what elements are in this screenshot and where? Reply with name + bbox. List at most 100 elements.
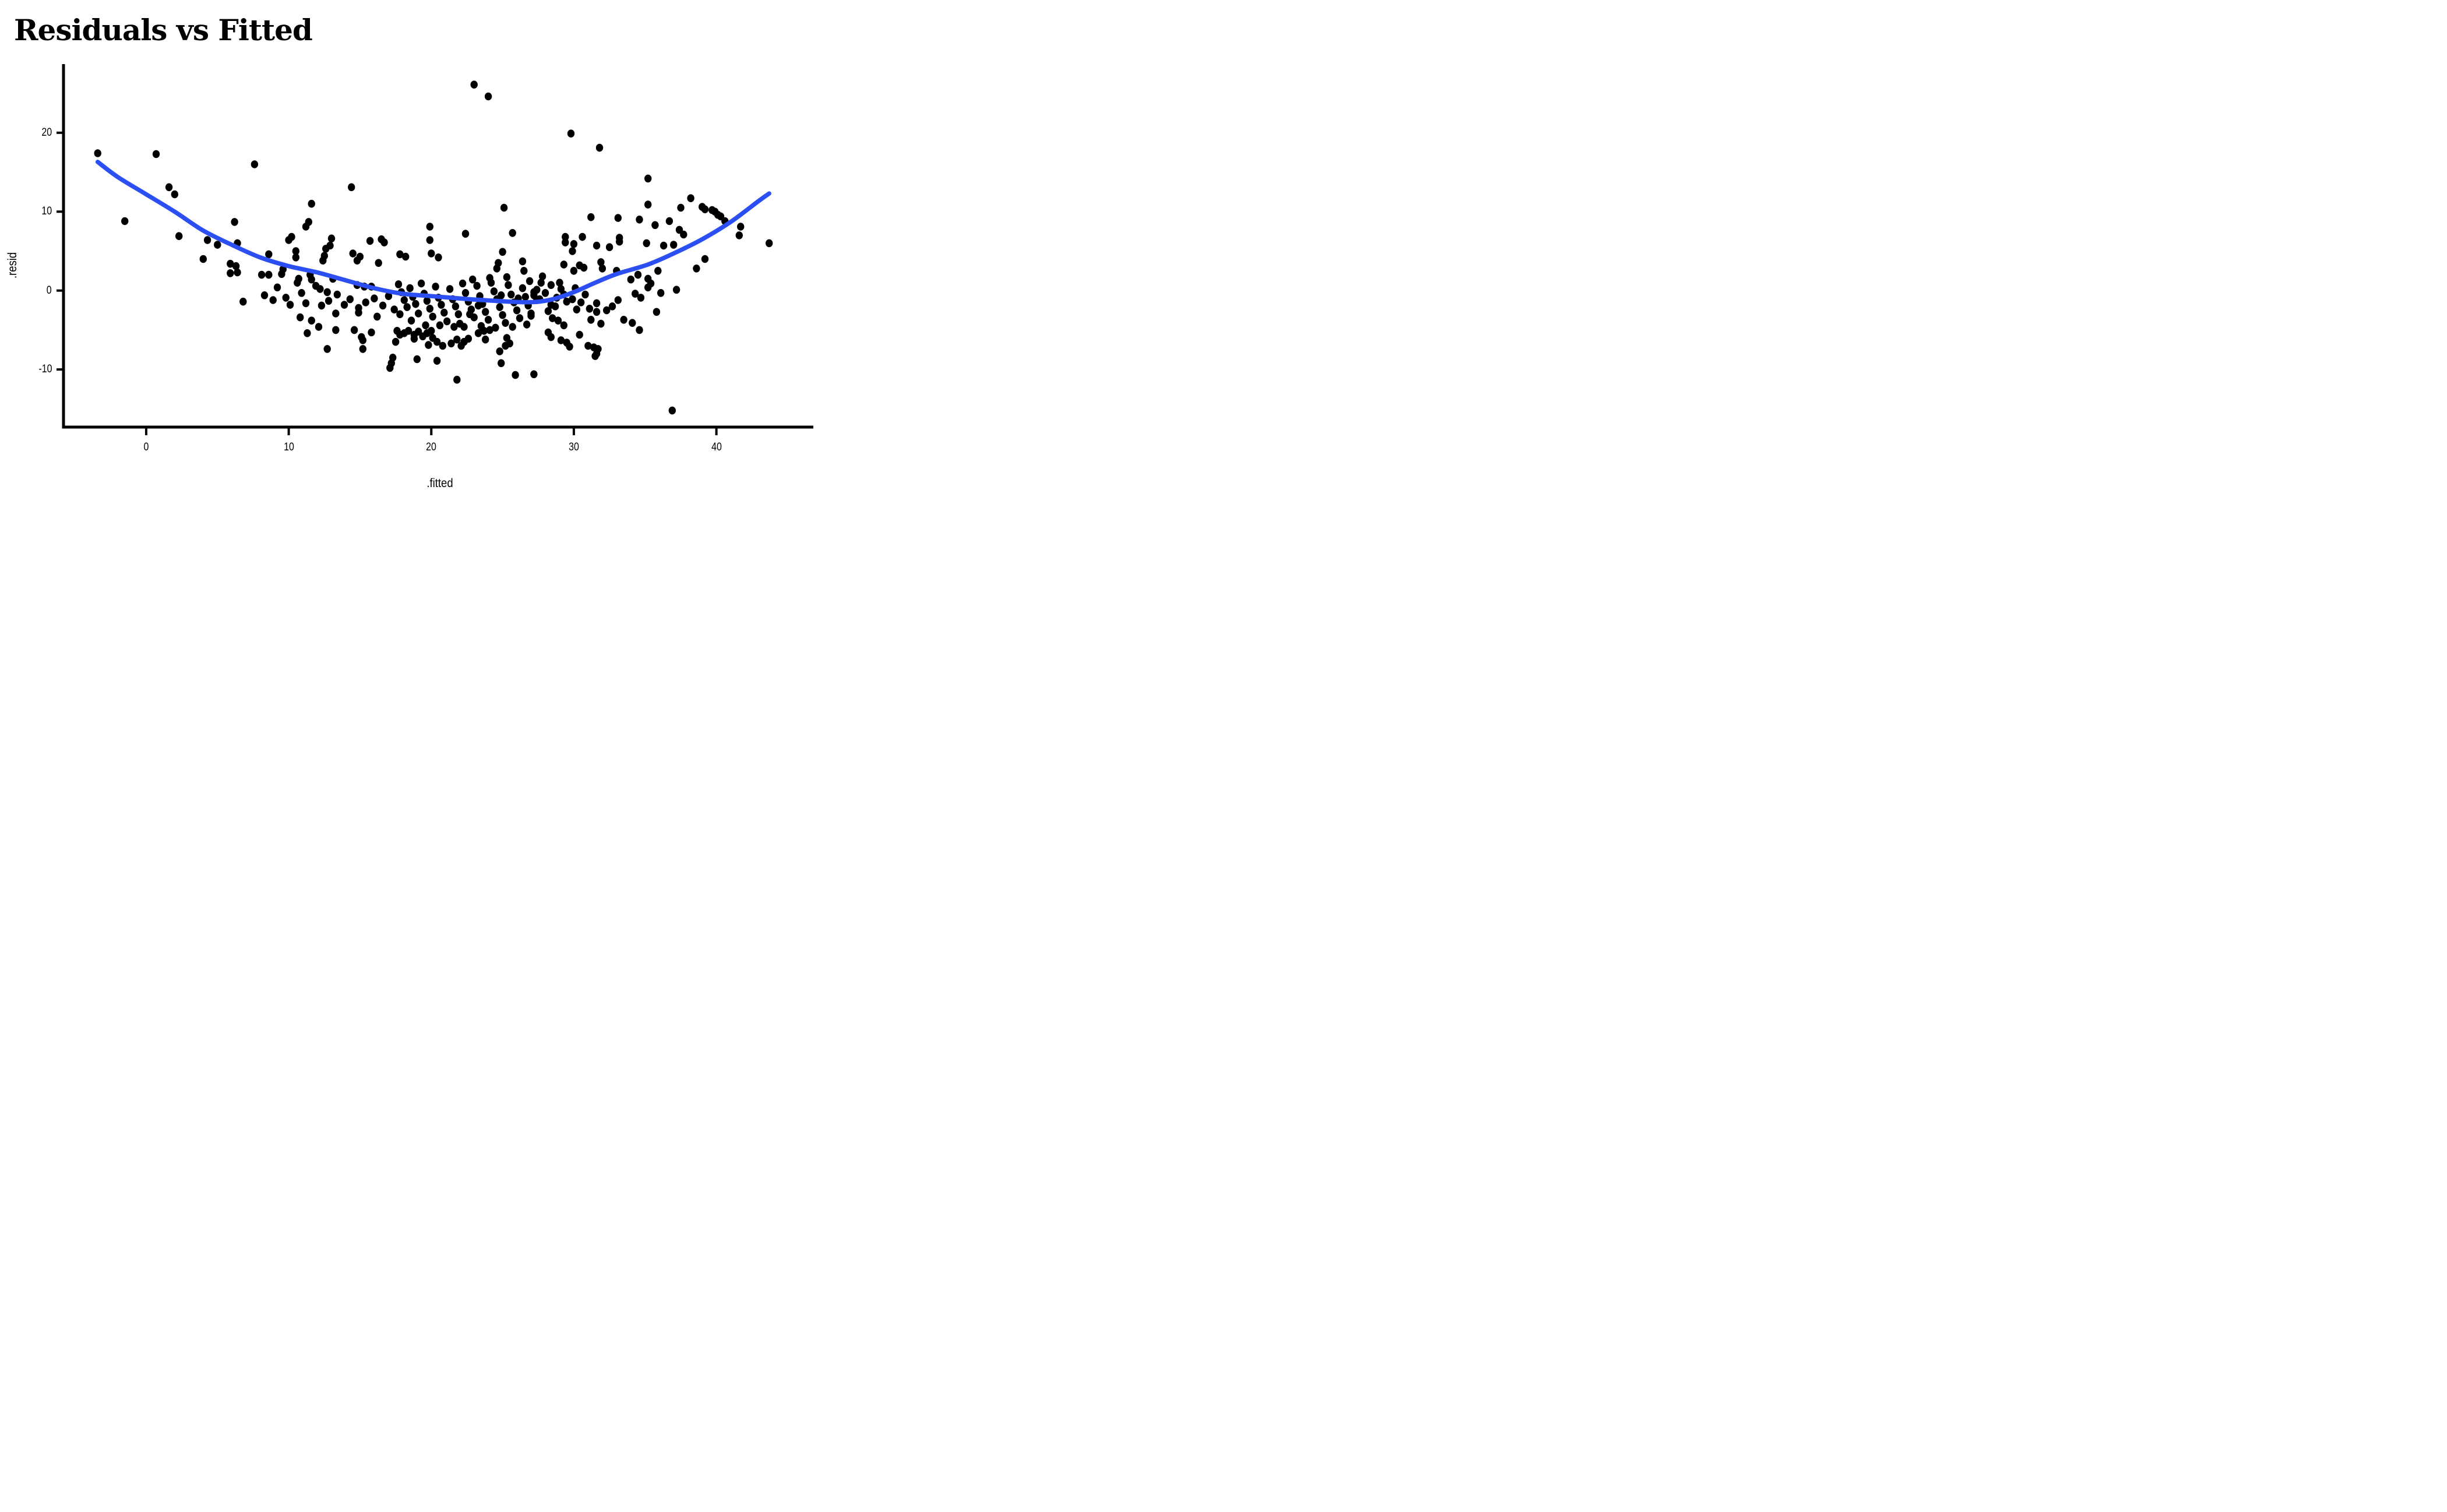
data-point	[353, 256, 361, 265]
data-point	[644, 200, 652, 209]
data-point	[563, 297, 570, 306]
data-point	[701, 205, 709, 214]
data-point	[482, 335, 489, 344]
data-point	[359, 345, 366, 353]
data-point	[333, 290, 341, 299]
data-point	[396, 250, 404, 259]
data-point	[425, 341, 432, 349]
data-point	[304, 329, 311, 337]
data-point	[657, 289, 665, 297]
data-point	[346, 295, 354, 304]
data-point	[412, 299, 419, 308]
data-point	[538, 272, 546, 281]
data-point	[486, 274, 493, 282]
data-point	[464, 334, 473, 343]
data-point	[486, 326, 493, 334]
x-tick-label: 10	[283, 441, 294, 453]
data-point	[509, 323, 516, 331]
data-point	[350, 326, 358, 334]
data-point	[371, 294, 378, 302]
data-point	[595, 143, 604, 152]
data-point	[380, 238, 388, 246]
data-point	[498, 291, 505, 299]
data-point	[251, 160, 259, 168]
data-point	[386, 364, 394, 372]
x-tick-label: 40	[711, 441, 722, 453]
data-point	[570, 267, 578, 275]
data-point	[260, 291, 269, 299]
data-point	[591, 352, 599, 360]
data-point	[551, 302, 559, 311]
data-point	[579, 232, 586, 241]
data-point	[603, 306, 611, 315]
data-point	[318, 301, 326, 310]
data-point	[577, 298, 585, 306]
data-point	[406, 284, 414, 292]
data-point	[593, 308, 601, 316]
data-point	[670, 241, 678, 249]
data-point	[175, 232, 183, 241]
data-point	[227, 269, 234, 277]
y-tick-label: 10	[41, 205, 52, 218]
data-point	[438, 301, 445, 309]
data-point	[368, 328, 375, 337]
data-point	[519, 284, 527, 292]
data-point	[549, 314, 556, 322]
data-point	[404, 327, 412, 335]
data-point	[593, 299, 601, 308]
data-point	[499, 248, 506, 256]
data-point	[440, 308, 448, 317]
data-point	[701, 255, 709, 263]
data-point	[239, 297, 247, 306]
data-point	[426, 223, 433, 231]
data-point	[312, 281, 320, 290]
data-point	[566, 343, 573, 351]
data-point	[452, 302, 460, 311]
data-point	[308, 275, 315, 284]
data-point	[286, 301, 294, 309]
data-point	[332, 309, 340, 318]
data-point	[121, 217, 129, 225]
data-point	[302, 299, 310, 308]
data-point	[315, 323, 323, 331]
data-point	[513, 306, 521, 315]
data-point	[569, 295, 576, 304]
data-point	[292, 253, 299, 262]
data-point	[598, 265, 607, 273]
data-point	[672, 286, 680, 294]
data-point	[541, 289, 549, 297]
data-point	[282, 294, 290, 302]
y-tick-label: 20	[41, 126, 52, 139]
data-point	[348, 183, 355, 192]
data-point	[454, 310, 462, 319]
data-point	[493, 265, 500, 273]
data-point	[417, 279, 425, 288]
data-point	[557, 336, 565, 344]
data-point	[227, 259, 234, 268]
data-point	[453, 335, 461, 344]
data-point	[492, 323, 499, 332]
data-point	[570, 240, 578, 248]
data-point	[560, 260, 567, 269]
data-point	[521, 292, 529, 301]
data-point	[737, 223, 745, 231]
data-point	[94, 149, 101, 157]
data-point	[355, 304, 362, 312]
data-point	[636, 216, 643, 224]
data-point	[634, 270, 642, 279]
data-point	[597, 319, 605, 328]
data-point	[171, 190, 178, 199]
scatter-plot-canvas	[57, 64, 813, 435]
residuals-vs-fitted-chart: Residuals vs Fitted .resid .fitted 20 10 0…	[0, 0, 816, 504]
data-point	[474, 329, 482, 337]
x-tick-label: 20	[426, 441, 437, 453]
data-point	[516, 314, 524, 322]
data-point	[644, 274, 652, 283]
data-point	[576, 330, 583, 339]
data-point	[505, 281, 512, 290]
data-point	[461, 289, 470, 297]
data-point	[477, 322, 485, 330]
data-point	[629, 319, 636, 327]
data-point	[302, 223, 310, 231]
data-point	[556, 279, 563, 287]
